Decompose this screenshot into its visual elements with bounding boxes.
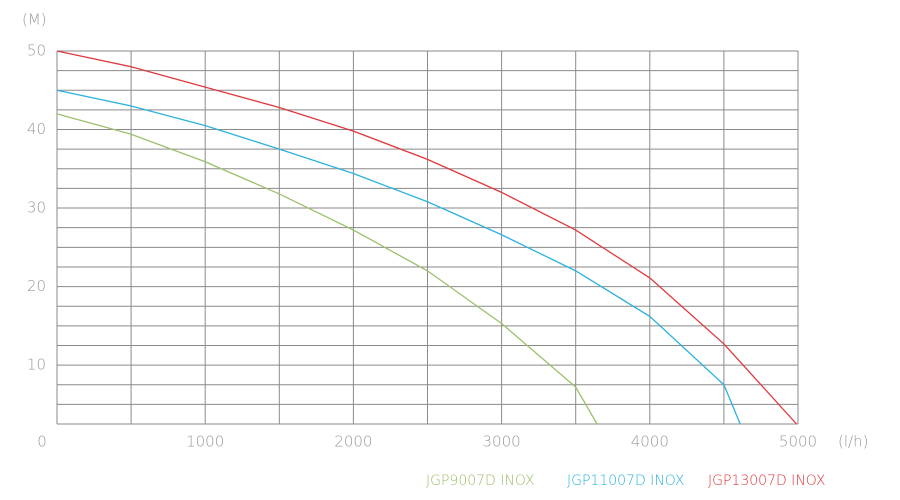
y-tick-label: 10 — [27, 356, 46, 374]
series-line — [56, 113, 598, 425]
series-line — [56, 89, 741, 425]
y-tick-label: 20 — [27, 277, 46, 295]
legend-entry: JGP13007D INOX — [708, 473, 826, 489]
x-tick-label: 1000 — [186, 433, 224, 451]
legend-entry: JGP11007D INOX — [567, 473, 685, 489]
x-tick-label: 5000 — [779, 433, 817, 451]
x-tick-label: 4000 — [631, 433, 669, 451]
y-tick-label: 30 — [27, 199, 46, 217]
x-tick-label: 3000 — [483, 433, 521, 451]
y-tick-label: 40 — [27, 120, 46, 138]
x-axis-label: (l/h) — [838, 433, 868, 451]
y-tick-label: 50 — [27, 42, 46, 60]
x-tick-label: 2000 — [334, 433, 372, 451]
y-axis-label: (M) — [22, 11, 47, 29]
series-line — [56, 50, 797, 425]
legend-entry: JGP9007D INOX — [426, 473, 535, 489]
x-tick-label: 0 — [37, 433, 47, 451]
